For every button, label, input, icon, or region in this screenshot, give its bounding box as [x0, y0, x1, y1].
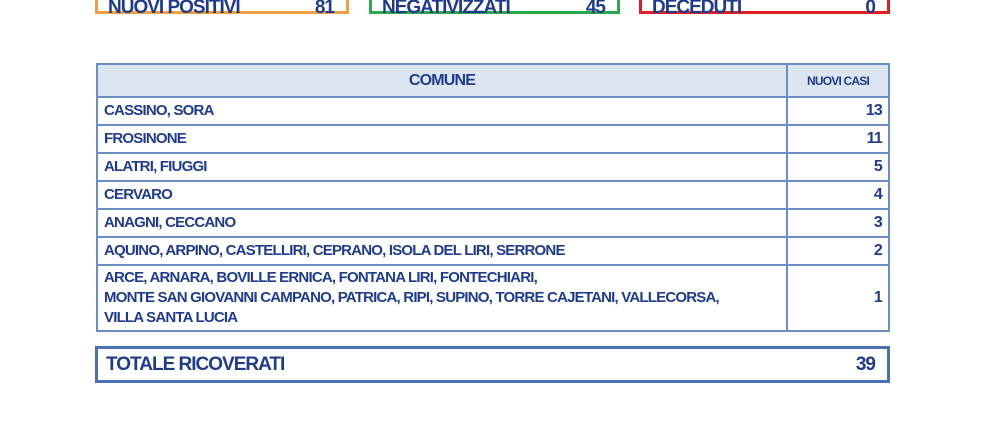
totale-ricoverati: TOTALE RICOVERATI 39 — [95, 346, 890, 383]
stat-deceduti: DECEDUTI 0 — [639, 0, 890, 18]
table-row: CASSINO, SORA 13 — [96, 96, 890, 126]
comune-cell: ANAGNI, CECCANO — [96, 208, 788, 238]
casi-cell: 4 — [786, 180, 890, 210]
comune-cell: ARCE, ARNARA, BOVILLE ERNICA, FONTANA LI… — [96, 264, 788, 332]
comune-cell: FROSINONE — [96, 124, 788, 154]
total-value: 39 — [855, 353, 876, 375]
stat-label: NEGATIVIZZATI — [382, 0, 511, 18]
comune-cell: CERVARO — [96, 180, 788, 210]
comune-cell: AQUINO, ARPINO, CASTELLIRI, CEPRANO, ISO… — [96, 236, 788, 266]
stat-negativizzati: NEGATIVIZZATI 45 — [369, 0, 620, 18]
comuni-table: COMUNE NUOVI CASI CASSINO, SORA 13 FROSINO… — [96, 63, 890, 332]
table-row: ALATRI, FIUGGI 5 — [96, 152, 890, 182]
stat-value: 0 — [865, 0, 876, 18]
stat-value: 81 — [314, 0, 335, 18]
header-comune: COMUNE — [96, 63, 788, 98]
comune-cell: CASSINO, SORA — [96, 96, 788, 126]
table-row: CERVARO 4 — [96, 180, 890, 210]
total-label: TOTALE RICOVERATI — [106, 353, 285, 375]
header-nuovi-casi: NUOVI CASI — [786, 63, 890, 98]
stat-value: 45 — [585, 0, 606, 18]
table-row: ANAGNI, CECCANO 3 — [96, 208, 890, 238]
casi-cell: 1 — [786, 264, 890, 332]
comune-cell: ALATRI, FIUGGI — [96, 152, 788, 182]
casi-cell: 3 — [786, 208, 890, 238]
casi-cell: 5 — [786, 152, 890, 182]
stat-nuovi-positivi: NUOVI POSITIVI 81 — [95, 0, 349, 18]
table-row: AQUINO, ARPINO, CASTELLIRI, CEPRANO, ISO… — [96, 236, 890, 266]
table-row: FROSINONE 11 — [96, 124, 890, 154]
stat-label: NUOVI POSITIVI — [108, 0, 241, 18]
casi-cell: 13 — [786, 96, 890, 126]
casi-cell: 11 — [786, 124, 890, 154]
table-row: ARCE, ARNARA, BOVILLE ERNICA, FONTANA LI… — [96, 264, 890, 332]
casi-cell: 2 — [786, 236, 890, 266]
stat-label: DECEDUTI — [652, 0, 742, 18]
